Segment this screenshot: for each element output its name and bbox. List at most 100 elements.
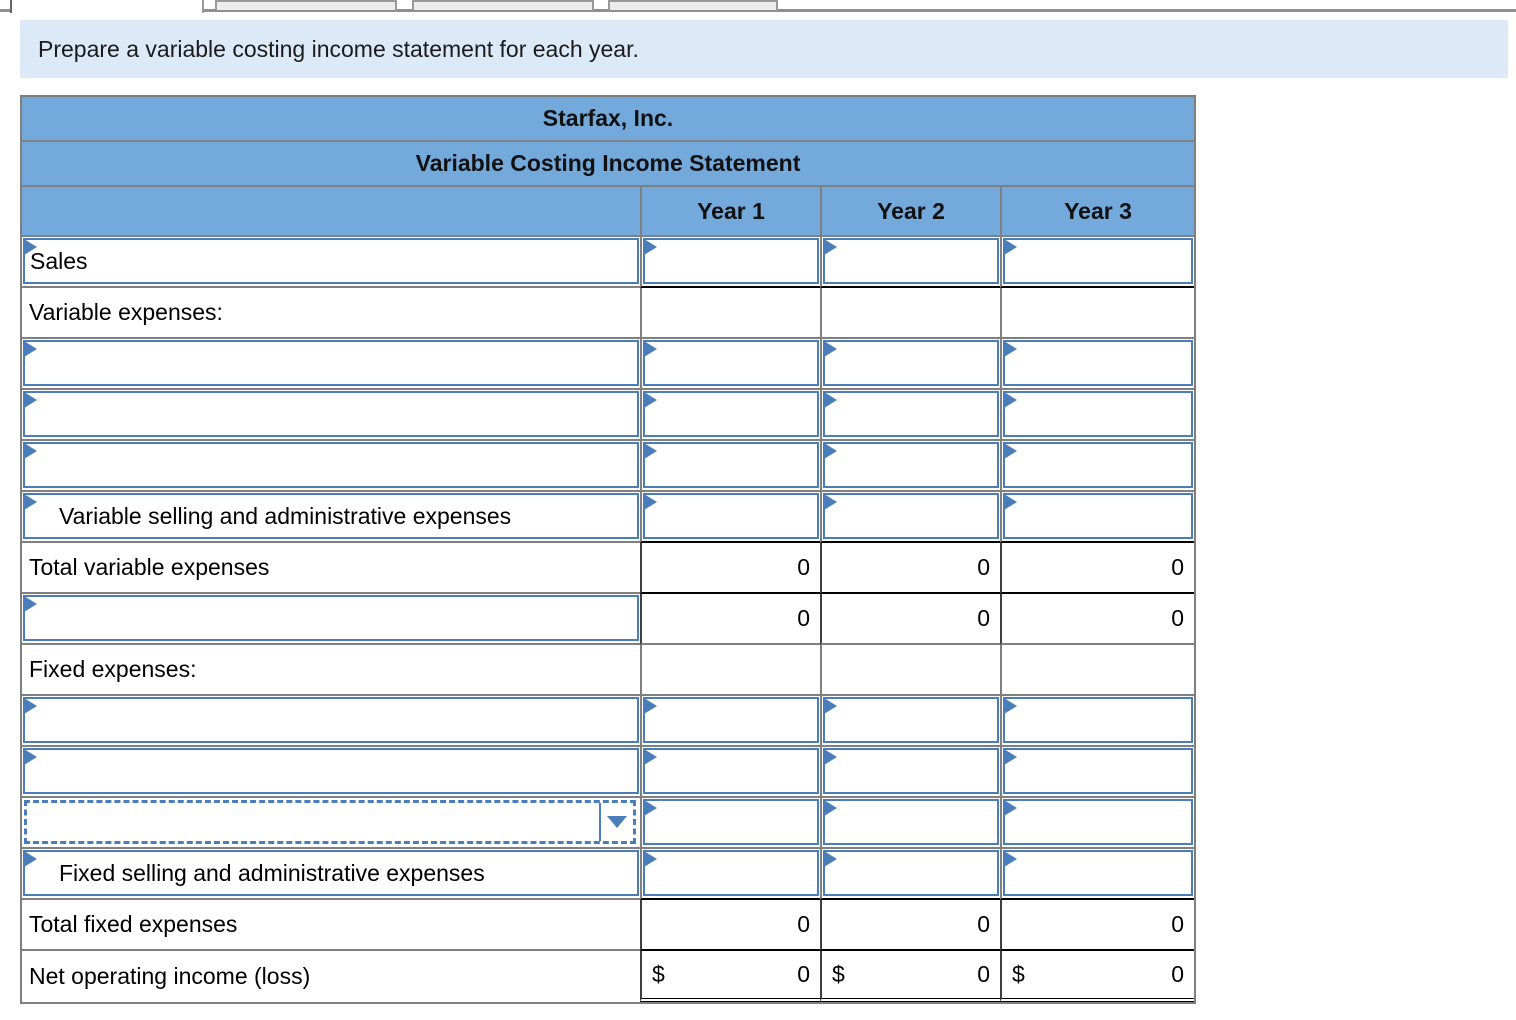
row-label: Variable expenses:: [29, 299, 223, 325]
year-2-cell: [820, 696, 1000, 747]
row-label-cell: Total variable expenses: [22, 543, 640, 594]
amount-value: 0: [797, 554, 810, 580]
sheet-tab-3[interactable]: [412, 0, 594, 10]
input-flag-icon: [24, 698, 38, 715]
input-flag-icon: [644, 494, 658, 511]
statement-company-title: Starfax, Inc.: [542, 105, 674, 131]
amount-input-year-3[interactable]: [1003, 340, 1193, 386]
statement-row: Total variable expenses 0 0 0: [22, 543, 1194, 594]
row-label-input[interactable]: Sales: [23, 238, 639, 284]
amount-input-year-1[interactable]: [643, 340, 819, 386]
amount-input-year-2[interactable]: [823, 391, 999, 437]
year-3-cell: $0: [1000, 951, 1194, 1002]
year-1-cell: $0: [640, 951, 820, 1002]
statement-title: Variable Costing Income Statement: [415, 150, 801, 176]
amount-input-year-3[interactable]: [1003, 442, 1193, 488]
year-1-cell: [640, 645, 820, 696]
year-1-cell: 0: [640, 543, 820, 594]
input-flag-icon: [824, 341, 838, 358]
row-label-input[interactable]: [23, 697, 639, 743]
year-3-cell: 0: [1000, 900, 1194, 951]
amount-value: 0: [977, 911, 990, 937]
statement-row: Net operating income (loss) $0 $0 $0: [22, 951, 1194, 1002]
row-label-input[interactable]: [23, 748, 639, 794]
year-2-cell: 0: [820, 594, 1000, 645]
amount-input-year-2[interactable]: [823, 850, 999, 896]
column-header-row: Year 1 Year 2 Year 3: [22, 187, 1194, 237]
amount-value: 0: [797, 961, 810, 987]
amount-input-year-1[interactable]: [643, 850, 819, 896]
row-label-input[interactable]: [23, 595, 639, 641]
amount-input-year-1[interactable]: [643, 697, 819, 743]
account-select-dropdown[interactable]: [24, 800, 636, 844]
input-flag-icon: [1004, 749, 1018, 766]
input-flag-icon: [644, 443, 658, 460]
year-3-cell: [1000, 237, 1194, 288]
amount-input-year-3[interactable]: [1003, 391, 1193, 437]
year-2-cell: [820, 492, 1000, 543]
year-1-cell: [640, 798, 820, 849]
year-3-cell: [1000, 849, 1194, 900]
amount-input-year-2[interactable]: [823, 748, 999, 794]
sheet-tab-active[interactable]: [10, 0, 204, 13]
statement-body: Sales Variable expenses: Variable selling …: [22, 237, 1194, 1002]
year-2-cell: $0: [820, 951, 1000, 1002]
row-label-cell: [22, 594, 640, 645]
year-3-cell: [1000, 645, 1194, 696]
input-flag-icon: [24, 851, 38, 868]
dropdown-selected-value: [27, 803, 599, 841]
year-2-cell: [820, 747, 1000, 798]
year-2-cell: [820, 645, 1000, 696]
amount-input-year-1[interactable]: [643, 493, 819, 539]
year-3-cell: [1000, 798, 1194, 849]
row-label-input[interactable]: [23, 391, 639, 437]
column-header-year-2: Year 2: [820, 187, 1000, 235]
amount-input-year-2[interactable]: [823, 697, 999, 743]
sheet-tab-4[interactable]: [608, 0, 778, 10]
row-label-input[interactable]: Variable selling and administrative expe…: [23, 493, 639, 539]
year-1-cell: [640, 237, 820, 288]
input-flag-icon: [1004, 698, 1018, 715]
year-3-cell: [1000, 288, 1194, 339]
amount-input-year-3[interactable]: [1003, 850, 1193, 896]
input-flag-icon: [24, 494, 38, 511]
amount-input-year-1[interactable]: [643, 442, 819, 488]
amount-input-year-1[interactable]: [643, 748, 819, 794]
income-statement-table: Starfax, Inc. Variable Costing Income St…: [20, 95, 1196, 1004]
row-label: Net operating income (loss): [29, 963, 311, 989]
amount-input-year-3[interactable]: [1003, 799, 1193, 845]
dropdown-arrow-zone[interactable]: [599, 803, 633, 841]
amount-input-year-1[interactable]: [643, 238, 819, 284]
amount-input-year-2[interactable]: [823, 442, 999, 488]
row-label-input[interactable]: Fixed selling and administrative expense…: [23, 850, 639, 896]
row-label-input-text: Sales: [30, 247, 88, 274]
amount-input-year-2[interactable]: [823, 493, 999, 539]
input-flag-icon: [24, 596, 38, 613]
statement-row: Variable expenses:: [22, 288, 1194, 339]
amount-input-year-2[interactable]: [823, 340, 999, 386]
input-flag-icon: [824, 851, 838, 868]
amount-value: 0: [977, 554, 990, 580]
amount-input-year-2[interactable]: [823, 799, 999, 845]
row-label-input[interactable]: [23, 340, 639, 386]
amount-value: 0: [797, 605, 810, 631]
row-label: Fixed expenses:: [29, 656, 197, 682]
amount-input-year-1[interactable]: [643, 391, 819, 437]
input-flag-icon: [824, 392, 838, 409]
statement-row: [22, 696, 1194, 747]
statement-row: Sales: [22, 237, 1194, 288]
amount-input-year-3[interactable]: [1003, 697, 1193, 743]
amount-input-year-2[interactable]: [823, 238, 999, 284]
year-2-cell: [820, 849, 1000, 900]
year-1-cell: 0: [640, 900, 820, 951]
input-flag-icon: [644, 392, 658, 409]
input-flag-icon: [644, 341, 658, 358]
amount-input-year-3[interactable]: [1003, 493, 1193, 539]
year-2-cell: [820, 339, 1000, 390]
row-label-input[interactable]: [23, 442, 639, 488]
row-label-cell: Total fixed expenses: [22, 900, 640, 951]
sheet-tab-2[interactable]: [215, 0, 397, 10]
amount-input-year-1[interactable]: [643, 799, 819, 845]
amount-input-year-3[interactable]: [1003, 748, 1193, 794]
amount-input-year-3[interactable]: [1003, 238, 1193, 284]
